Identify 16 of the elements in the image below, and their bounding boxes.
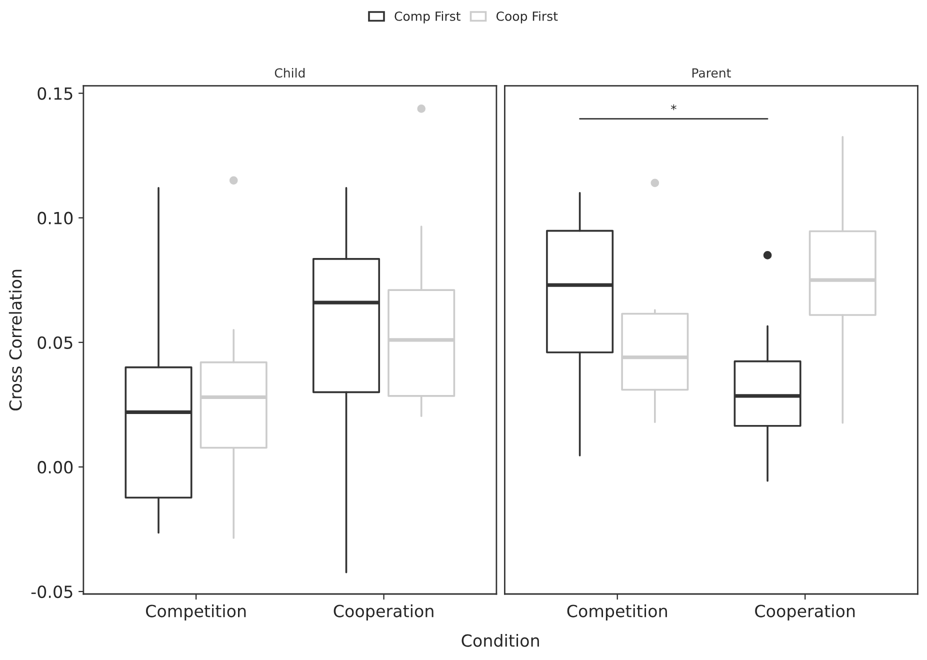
x-tick-label: Competition — [567, 604, 667, 621]
x-axis-title: Condition — [462, 634, 539, 647]
x-tick-label: Competition — [146, 604, 246, 621]
x-tick-label: Cooperation — [334, 604, 434, 621]
y-tick-label: 0.00 — [38, 460, 73, 474]
y-tick-label: -0.05 — [31, 585, 72, 598]
chart-title: Parent — [692, 68, 731, 78]
chart-title: Child — [274, 68, 305, 78]
y-tick-label: 0.15 — [38, 87, 72, 100]
y-tick-label: 0.10 — [38, 212, 73, 224]
y-axis-title: Cross Correlation — [8, 270, 22, 410]
annotation: * — [670, 104, 676, 110]
legend-label: Coop First — [496, 11, 558, 24]
y-tick-label: 0.05 — [38, 336, 72, 349]
legend-label: Comp First — [394, 11, 460, 24]
x-tick-label: Cooperation — [755, 604, 855, 621]
